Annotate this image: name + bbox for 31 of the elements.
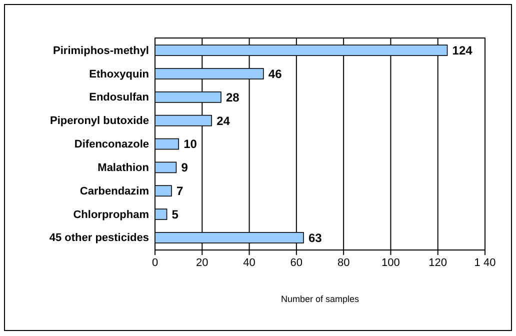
- y-tick-label: Difenconazole: [74, 138, 149, 151]
- bar: [154, 185, 172, 197]
- y-tick-label: Carbendazim: [80, 185, 150, 198]
- data-label: 46: [268, 66, 282, 81]
- y-tick-label: Chlorpropham: [73, 208, 150, 221]
- x-tick-label: 60: [290, 256, 303, 269]
- data-label: 7: [176, 184, 184, 198]
- data-label: 124: [452, 44, 473, 58]
- x-tick-label: 1 40: [474, 256, 496, 269]
- bar: [154, 162, 177, 174]
- bar: [154, 208, 168, 220]
- y-tick-label: Malathion: [98, 162, 150, 174]
- data-label: 28: [226, 90, 240, 104]
- x-tick-label: 0: [152, 256, 158, 269]
- y-tick-label: Pirimiphos-methyl: [53, 44, 149, 57]
- data-label: 24: [216, 114, 230, 128]
- data-label: 10: [184, 137, 198, 152]
- data-label: 5: [172, 207, 179, 222]
- bar: [154, 138, 179, 150]
- x-tick-label: 20: [196, 256, 208, 269]
- x-axis-title: Number of samples: [280, 294, 360, 304]
- y-tick-label: Piperonyl butoxide: [50, 115, 149, 128]
- x-tick-label: 40: [243, 256, 256, 269]
- data-label: 63: [308, 230, 322, 245]
- y-tick-label: Ethoxyquin: [89, 68, 150, 80]
- y-tick-label: Endosulfan: [89, 92, 150, 104]
- x-tick-label: 100: [382, 256, 400, 269]
- x-tick-label: 80: [337, 256, 350, 269]
- y-tick-label: 45 other pesticides: [49, 232, 149, 244]
- x-tick-label: 120: [428, 256, 448, 269]
- data-label: 9: [181, 160, 188, 175]
